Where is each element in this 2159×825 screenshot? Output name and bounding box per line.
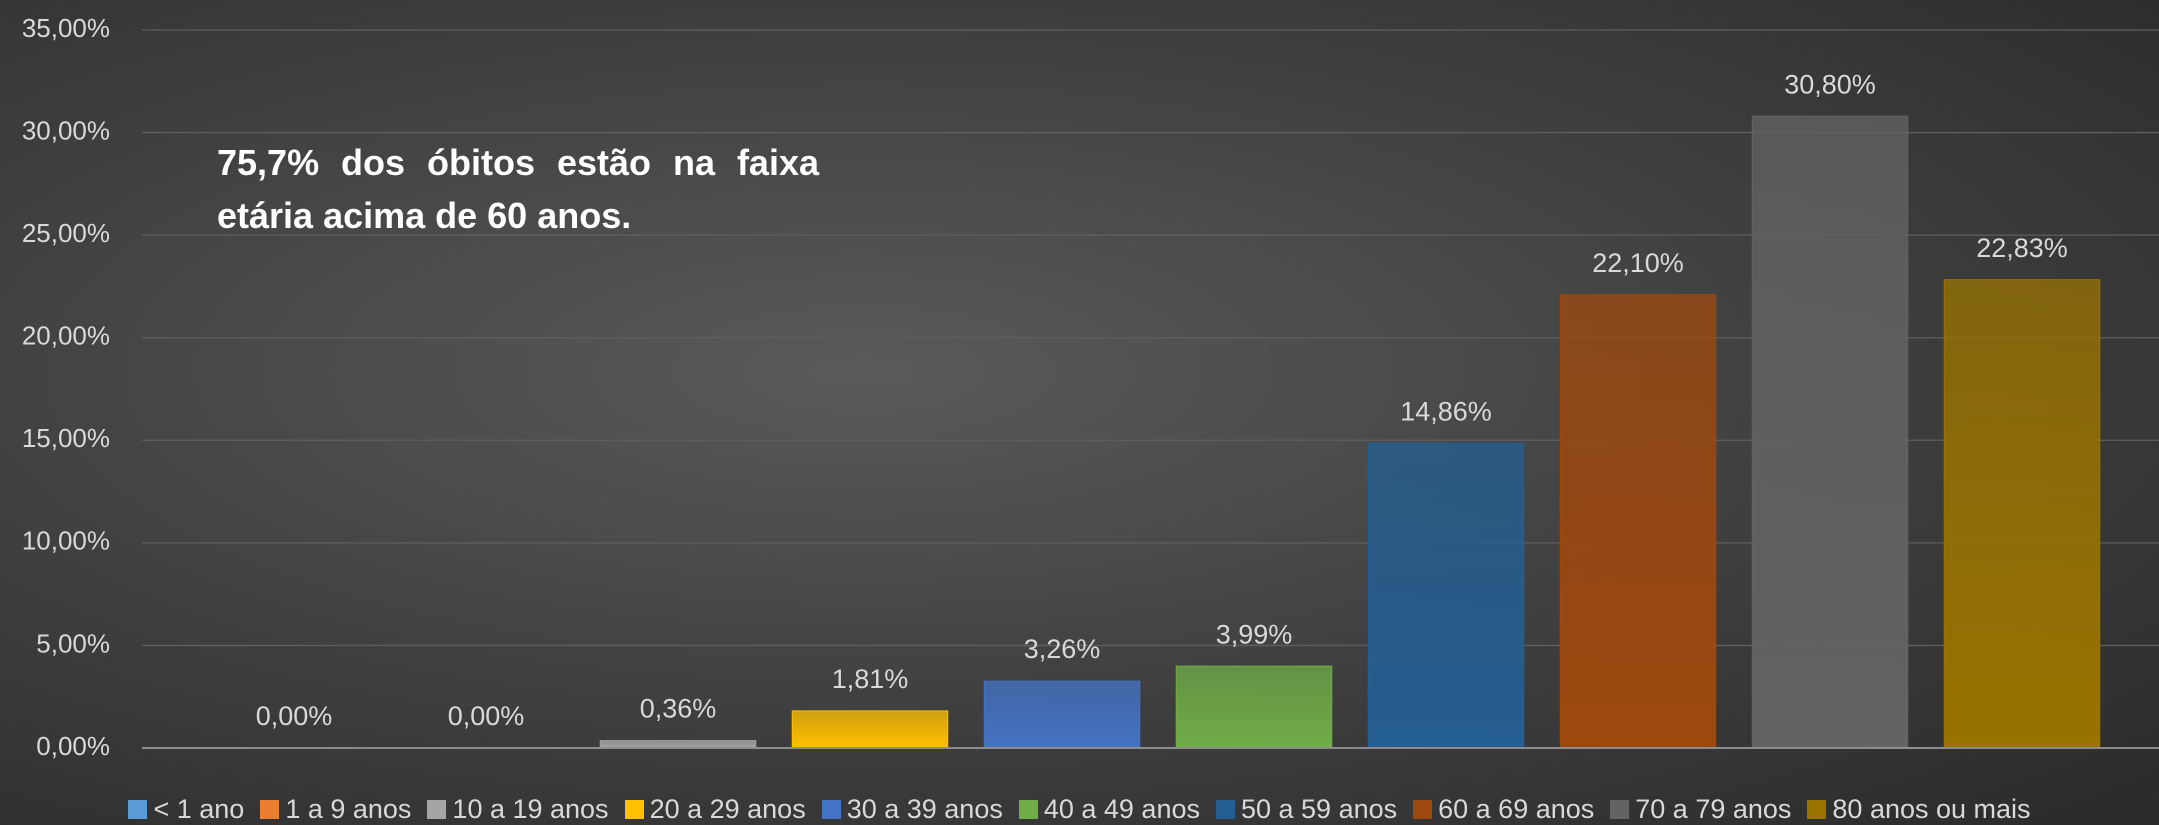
y-tick-label: 25,00%	[22, 218, 110, 248]
legend-item: 60 a 69 anos	[1413, 794, 1594, 825]
legend-label: 40 a 49 anos	[1043, 794, 1200, 824]
legend-label: 10 a 19 anos	[452, 794, 609, 824]
data-label: 30,80%	[1784, 69, 1876, 99]
legend-swatch	[1215, 800, 1235, 819]
bar	[599, 740, 757, 749]
bar	[1751, 115, 1909, 749]
data-label: 14,86%	[1400, 396, 1492, 426]
bar	[983, 680, 1141, 749]
legend-label: 1 a 9 anos	[285, 794, 412, 824]
legend-swatch	[1018, 800, 1038, 819]
data-label: 0,36%	[640, 694, 717, 724]
data-label: 0,00%	[256, 701, 333, 731]
y-tick-label: 15,00%	[22, 423, 110, 453]
y-tick-label: 30,00%	[22, 115, 110, 145]
legend-label: 50 a 59 anos	[1240, 794, 1398, 824]
legend-item: 30 a 39 anos	[821, 794, 1003, 825]
annotation: 75,7% dos óbitos estão na faixa etária a…	[217, 142, 819, 236]
legend-swatch	[821, 800, 841, 819]
bar	[1559, 294, 1717, 749]
legend-swatch	[1413, 800, 1433, 819]
legend-swatch	[427, 800, 447, 819]
legend-item: 20 a 29 anos	[624, 794, 806, 825]
y-tick-label: 0,00%	[36, 731, 110, 761]
data-label: 1,81%	[832, 664, 909, 694]
legend-label: 70 a 79 anos	[1635, 794, 1792, 824]
legend-swatch	[1807, 800, 1827, 819]
y-tick-label: 20,00%	[22, 321, 110, 351]
legend-swatch	[624, 800, 644, 819]
data-label: 3,26%	[1024, 634, 1101, 664]
legend-label: 60 a 69 anos	[1438, 794, 1595, 824]
legend-item: 10 a 19 anos	[427, 794, 609, 825]
legend-swatch	[260, 800, 280, 819]
data-label: 3,99%	[1216, 619, 1293, 649]
legend-swatch	[1610, 800, 1630, 819]
y-tick-label: 35,00%	[22, 13, 110, 43]
legend: < 1 ano 1 a 9 anos 10 a 19 anos 20 a 29 ano…	[0, 794, 2159, 825]
y-tick-label: 5,00%	[36, 628, 110, 658]
data-label: 22,10%	[1592, 248, 1684, 278]
legend-item: 40 a 49 anos	[1018, 794, 1200, 825]
legend-item: 1 a 9 anos	[260, 794, 411, 825]
legend-label: 80 anos ou mais	[1832, 794, 2031, 824]
legend-item: 80 anos ou mais	[1807, 794, 2031, 825]
bar	[1943, 279, 2101, 749]
legend-item: < 1 ano	[128, 794, 244, 825]
legend-item: 70 a 79 anos	[1610, 794, 1791, 825]
data-label: 0,00%	[448, 701, 525, 731]
legend-label: < 1 ano	[153, 794, 245, 824]
bar	[1367, 442, 1525, 749]
bar	[1175, 665, 1333, 749]
legend-item: 50 a 59 anos	[1215, 794, 1398, 825]
y-tick-label: 10,00%	[22, 526, 110, 556]
data-label: 22,83%	[1976, 233, 2068, 263]
legend-label: 20 a 29 anos	[649, 794, 806, 824]
legend-swatch	[128, 800, 148, 819]
legend-label: 30 a 39 anos	[846, 794, 1003, 824]
bar	[791, 710, 949, 749]
